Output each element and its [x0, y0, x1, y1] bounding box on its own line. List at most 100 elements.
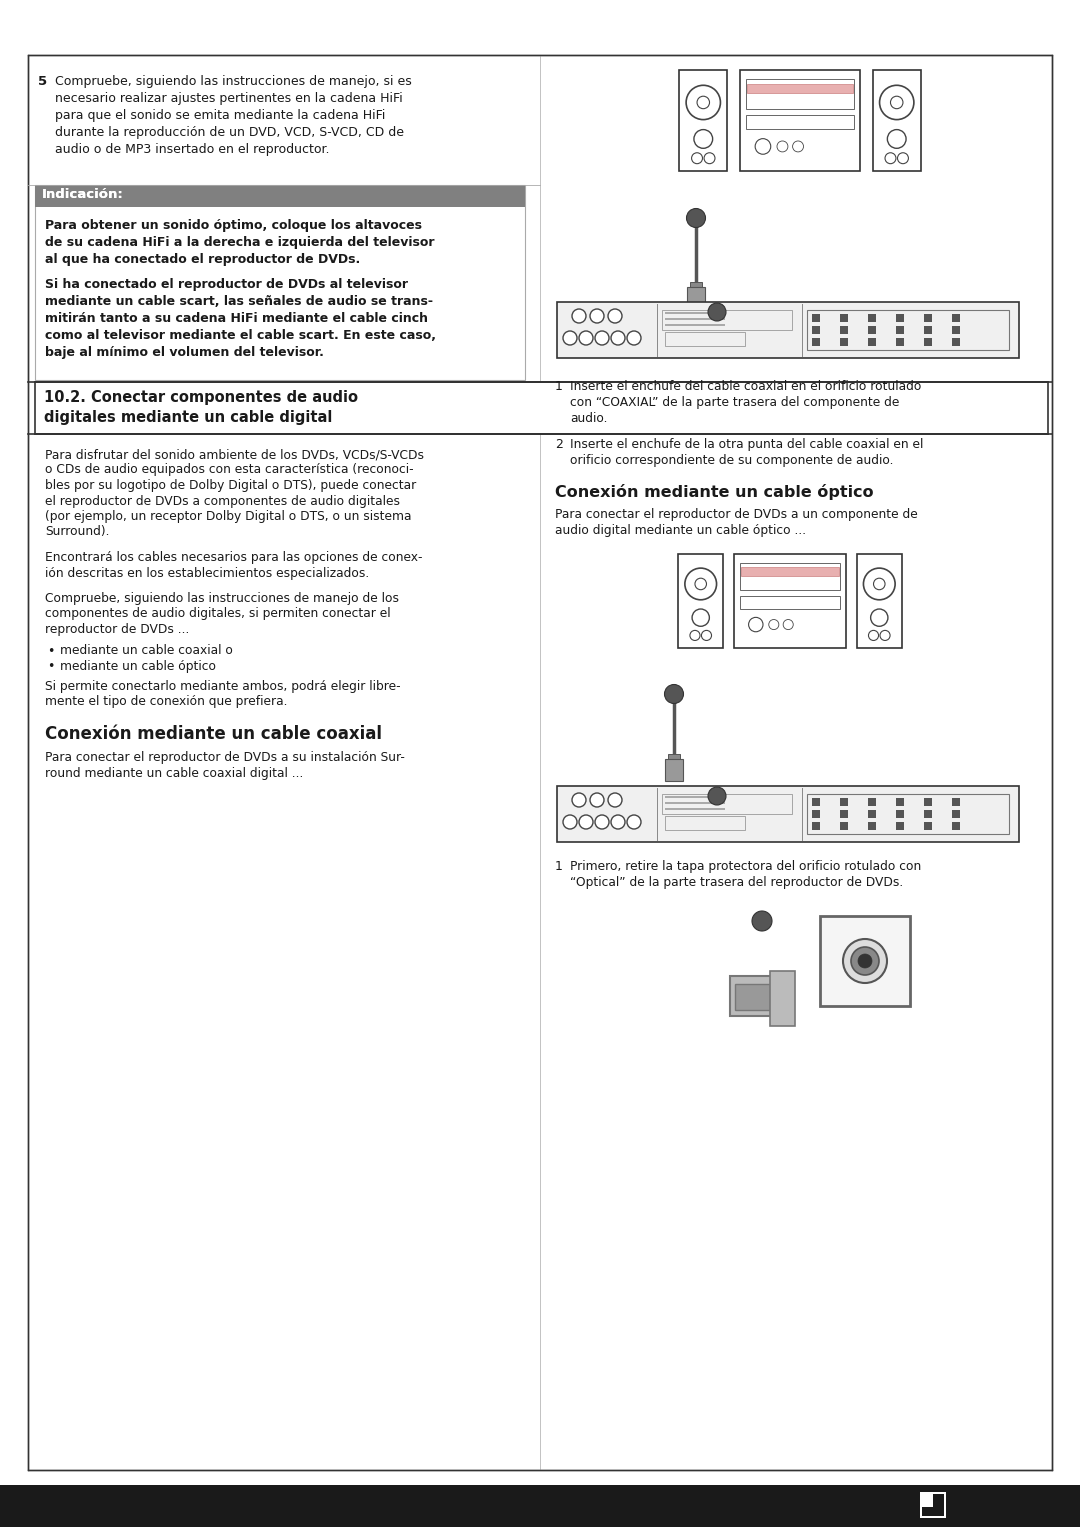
Bar — [35, 185, 525, 380]
Bar — [746, 115, 854, 130]
Bar — [740, 562, 840, 589]
Text: Compruebe, siguiendo las instrucciones de manejo de los: Compruebe, siguiendo las instrucciones d… — [45, 592, 399, 605]
Bar — [662, 310, 792, 330]
Bar — [868, 315, 876, 322]
Text: digitales mediante un cable digital: digitales mediante un cable digital — [44, 411, 333, 425]
Circle shape — [590, 308, 604, 324]
Bar — [812, 315, 820, 322]
Circle shape — [627, 331, 642, 345]
Bar — [770, 971, 795, 1026]
Bar — [687, 287, 705, 308]
Text: mediante un cable coaxial o: mediante un cable coaxial o — [60, 644, 233, 658]
Circle shape — [880, 631, 890, 640]
Text: 1: 1 — [555, 860, 563, 873]
Text: (por ejemplo, un receptor Dolby Digital o DTS, o un sistema: (por ejemplo, un receptor Dolby Digital … — [45, 510, 411, 524]
Bar — [916, 1489, 1052, 1519]
Text: 2: 2 — [671, 689, 677, 699]
Bar — [920, 1492, 946, 1518]
Circle shape — [611, 815, 625, 829]
Text: baje al mínimo el volumen del televisor.: baje al mínimo el volumen del televisor. — [45, 347, 324, 359]
Text: componentes de audio digitales, si permiten conectar el: componentes de audio digitales, si permi… — [45, 608, 391, 620]
Text: 1: 1 — [758, 916, 766, 925]
Bar — [812, 325, 820, 334]
Bar — [820, 916, 910, 1006]
Circle shape — [579, 815, 593, 829]
Bar — [951, 799, 960, 806]
Bar — [896, 822, 904, 831]
Bar — [665, 318, 725, 321]
Bar — [868, 822, 876, 831]
Circle shape — [691, 153, 702, 163]
Bar — [662, 794, 792, 814]
Bar — [28, 1489, 66, 1519]
Text: al que ha conectado el reproductor de DVDs.: al que ha conectado el reproductor de DV… — [45, 253, 361, 266]
Circle shape — [627, 815, 642, 829]
Bar — [35, 185, 525, 208]
Bar — [896, 809, 904, 818]
Circle shape — [843, 939, 887, 983]
Bar — [951, 337, 960, 347]
Text: para que el sonido se emita mediante la cadena HiFi: para que el sonido se emita mediante la … — [55, 108, 386, 122]
Bar — [807, 310, 1009, 350]
Text: •: • — [48, 644, 54, 658]
Circle shape — [777, 140, 788, 151]
Bar — [924, 325, 932, 334]
Bar — [922, 1493, 944, 1516]
Circle shape — [595, 815, 609, 829]
Bar — [735, 983, 780, 1009]
Circle shape — [608, 308, 622, 324]
Bar — [896, 799, 904, 806]
Text: audio.: audio. — [570, 412, 607, 425]
Circle shape — [611, 331, 625, 345]
Circle shape — [704, 153, 715, 163]
Text: bench: bench — [950, 1501, 1000, 1515]
Bar — [812, 822, 820, 831]
Circle shape — [694, 579, 706, 589]
Text: mediante un cable óptico: mediante un cable óptico — [60, 660, 216, 673]
Circle shape — [664, 684, 684, 704]
Text: de su cadena HiFi a la derecha e izquierda del televisor: de su cadena HiFi a la derecha e izquier… — [45, 237, 434, 249]
Circle shape — [690, 631, 700, 640]
Bar — [557, 786, 1020, 841]
Bar — [840, 315, 848, 322]
Text: o CDs de audio equipados con esta característica (reconoci-: o CDs de audio equipados con esta caract… — [45, 464, 414, 476]
Text: reproductor de DVDs ...: reproductor de DVDs ... — [45, 623, 189, 637]
Text: mente el tipo de conexión que prefiera.: mente el tipo de conexión que prefiera. — [45, 695, 287, 709]
Text: 5: 5 — [38, 75, 48, 89]
Bar — [669, 754, 680, 760]
Circle shape — [897, 153, 908, 163]
Text: Para disfrutar del sonido ambiente de los DVDs, VCDs/S-VCDs: Para disfrutar del sonido ambiente de lo… — [45, 447, 424, 461]
Circle shape — [863, 568, 895, 600]
Bar — [868, 799, 876, 806]
Bar — [665, 815, 745, 831]
Circle shape — [579, 331, 593, 345]
Text: Si permite conectarlo mediante ambos, podrá elegir libre-: Si permite conectarlo mediante ambos, po… — [45, 680, 401, 693]
Circle shape — [870, 609, 888, 626]
Bar — [840, 325, 848, 334]
Text: mediante un cable scart, las señales de audio se trans-: mediante un cable scart, las señales de … — [45, 295, 433, 308]
Text: Indicación:: Indicación: — [42, 188, 124, 202]
Circle shape — [701, 631, 712, 640]
Text: Primero, retire la tapa protectora del orificio rotulado con: Primero, retire la tapa protectora del o… — [570, 860, 921, 873]
Text: •: • — [48, 660, 54, 673]
Bar — [951, 315, 960, 322]
Bar — [812, 799, 820, 806]
Circle shape — [608, 793, 622, 806]
Bar — [868, 337, 876, 347]
Circle shape — [891, 96, 903, 108]
Bar — [924, 822, 932, 831]
Bar — [840, 822, 848, 831]
Bar — [679, 70, 728, 171]
Text: audio o de MP3 insertado en el reproductor.: audio o de MP3 insertado en el reproduct… — [55, 144, 329, 156]
Text: el reproductor de DVDs a componentes de audio digitales: el reproductor de DVDs a componentes de … — [45, 495, 400, 507]
Bar — [868, 809, 876, 818]
Text: 1: 1 — [555, 380, 563, 392]
Circle shape — [708, 302, 726, 321]
Text: Para obtener un sonido óptimo, coloque los altavoces: Para obtener un sonido óptimo, coloque l… — [45, 218, 422, 232]
Bar — [734, 554, 846, 647]
Circle shape — [769, 620, 779, 629]
Circle shape — [868, 631, 878, 640]
Circle shape — [692, 609, 710, 626]
Bar — [665, 331, 745, 347]
Text: mitirán tanto a su cadena HiFi mediante el cable cinch: mitirán tanto a su cadena HiFi mediante … — [45, 312, 428, 325]
